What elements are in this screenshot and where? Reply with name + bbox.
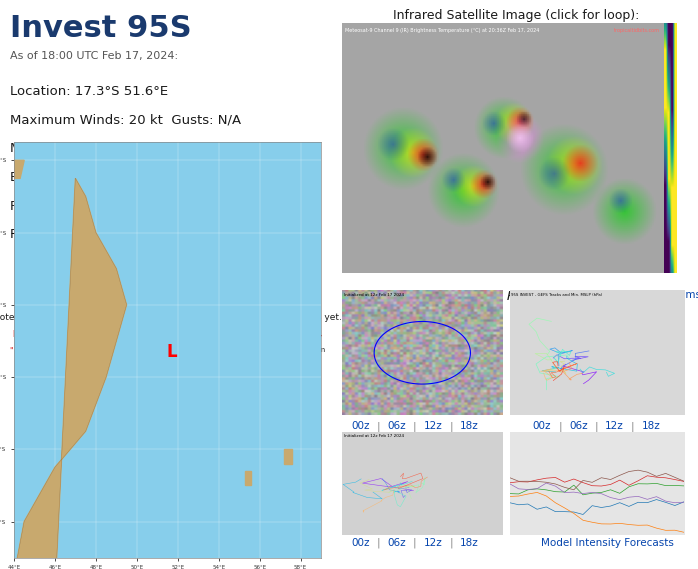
Text: Surface Plot (click to enlarge):: Surface Plot (click to enlarge): <box>68 290 267 303</box>
Text: |: | <box>595 421 598 431</box>
Text: |: | <box>413 538 417 548</box>
Text: Invest 95S: Invest 95S <box>10 14 192 43</box>
Text: As of 18:00 UTC Feb 17, 2024:: As of 18:00 UTC Feb 17, 2024: <box>10 51 178 61</box>
Text: Intensity Guidance: Intensity Guidance <box>558 444 656 454</box>
Text: Radius of Circulation: N/A: Radius of Circulation: N/A <box>10 199 179 212</box>
Text: 06z: 06z <box>387 538 406 548</box>
Text: Location: 17.3°S 51.6°E: Location: 17.3°S 51.6°E <box>10 85 168 98</box>
Text: (list of model acronyms):: (list of model acronyms): <box>578 290 698 300</box>
Text: 06z: 06z <box>387 421 406 431</box>
Text: 12z: 12z <box>605 421 624 431</box>
Text: Model Intensity Forecasts: Model Intensity Forecasts <box>541 538 674 548</box>
Text: Levi Cowan - tropicaltidbits.com: Levi Cowan - tropicaltidbits.com <box>213 347 325 353</box>
Polygon shape <box>284 450 292 464</box>
Text: |: | <box>450 421 453 431</box>
Text: 00z: 00z <box>533 421 551 431</box>
Text: L: L <box>166 343 177 361</box>
Text: 18z: 18z <box>460 538 479 548</box>
Text: |: | <box>377 538 380 548</box>
Text: "L" marks storm location as of 18Z Feb 17: "L" marks storm location as of 18Z Feb 1… <box>10 347 171 356</box>
Text: Initialized at 12z Feb 17 2024: Initialized at 12z Feb 17 2024 <box>343 292 403 296</box>
Text: |: | <box>413 421 417 431</box>
Polygon shape <box>14 160 24 178</box>
Text: GEPS Ensembles: GEPS Ensembles <box>382 444 470 454</box>
Text: |: | <box>558 421 562 431</box>
Text: |: | <box>450 538 453 548</box>
Text: Marine Surface Plot Near 95S INVEST 20:00Z-21:30Z Feb 17 2024: Marine Surface Plot Near 95S INVEST 20:0… <box>13 330 322 339</box>
Text: 12z: 12z <box>424 421 443 431</box>
Text: |: | <box>631 421 634 431</box>
Text: Global + Hurricane Models: Global + Hurricane Models <box>356 310 496 320</box>
Text: 06z: 06z <box>569 421 588 431</box>
Text: Minimum Central Pressure: 1006 mb: Minimum Central Pressure: 1006 mb <box>10 142 253 155</box>
Polygon shape <box>245 471 251 485</box>
Text: GFS Ensembles: GFS Ensembles <box>567 310 648 320</box>
Text: Note that the most recent hour may not be fully populated with stations yet.: Note that the most recent hour may not b… <box>0 313 342 322</box>
Text: Environmental Pressure: N/A: Environmental Pressure: N/A <box>10 171 200 184</box>
Text: Model Forecasts: Model Forecasts <box>463 290 570 303</box>
Text: |: | <box>377 421 380 431</box>
Text: 00z: 00z <box>351 538 370 548</box>
Text: 95S INVEST - GEFS Tracks and Min. MSLP (hPa): 95S INVEST - GEFS Tracks and Min. MSLP (… <box>511 292 602 296</box>
Text: 18z: 18z <box>641 421 660 431</box>
Text: Meteosat-9 Channel 9 (IR) Brightness Temperature (°C) at 20:36Z Feb 17, 2024: Meteosat-9 Channel 9 (IR) Brightness Tem… <box>346 28 540 33</box>
Text: Initialized at 12z Feb 17 2024: Initialized at 12z Feb 17 2024 <box>343 435 403 439</box>
Text: 00z: 00z <box>351 421 370 431</box>
Text: Infrared Satellite Image (click for loop):: Infrared Satellite Image (click for loop… <box>394 9 639 22</box>
Text: tropicaltidbits.com: tropicaltidbits.com <box>614 28 660 33</box>
Polygon shape <box>14 178 126 569</box>
Text: Maximum Winds: 20 kt  Gusts: N/A: Maximum Winds: 20 kt Gusts: N/A <box>10 114 242 127</box>
Text: 12z: 12z <box>424 538 443 548</box>
Text: 18z: 18z <box>460 421 479 431</box>
Text: Radius of Maximum wind: N/A: Radius of Maximum wind: N/A <box>10 228 209 241</box>
